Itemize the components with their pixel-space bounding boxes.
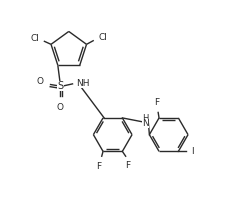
Text: Cl: Cl: [30, 34, 39, 43]
Text: S: S: [57, 81, 63, 91]
Text: N: N: [142, 119, 148, 128]
Text: H: H: [142, 114, 148, 123]
Text: I: I: [190, 147, 193, 156]
Text: Cl: Cl: [98, 33, 107, 42]
Text: O: O: [36, 77, 43, 86]
Text: NH: NH: [76, 79, 90, 88]
Text: F: F: [96, 162, 101, 171]
Text: O: O: [56, 103, 63, 112]
Text: F: F: [154, 98, 159, 107]
Text: F: F: [125, 161, 130, 170]
